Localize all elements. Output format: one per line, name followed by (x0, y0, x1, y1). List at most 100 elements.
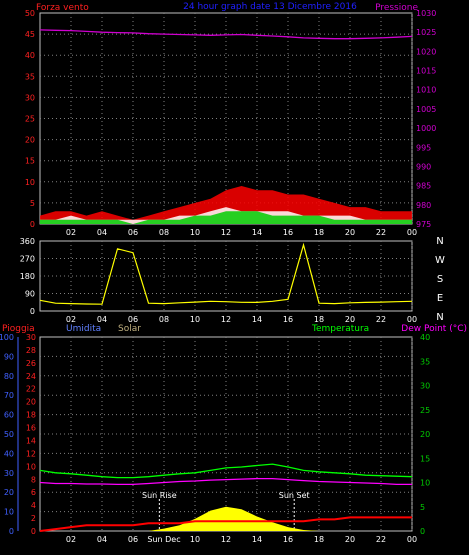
humidity-ytick: 18 (26, 411, 36, 420)
direction-ytick: 360 (20, 237, 35, 246)
rain-ytick: 10 (4, 508, 14, 517)
direction-panel-xtick: 14 (252, 315, 262, 324)
temperature-ytick: 5 (420, 503, 425, 512)
compass-label: S (437, 274, 443, 285)
direction-panel-xtick: 16 (283, 315, 293, 324)
rain-ytick: 40 (4, 449, 14, 458)
climate-panel-xtick: 12 (221, 535, 231, 544)
humidity-ytick: 10 (26, 462, 36, 471)
wind-ytick: 50 (25, 9, 35, 18)
wind-panel-xtick: 04 (97, 228, 107, 237)
pressure-ytick: 985 (416, 182, 431, 191)
humidity-ytick: 14 (26, 436, 36, 445)
direction-panel-xtick: 02 (66, 315, 76, 324)
wind-ytick: 30 (25, 93, 35, 102)
pressure-ytick: 1005 (416, 105, 436, 114)
temperature-ytick: 35 (420, 357, 430, 366)
direction-panel-xtick: 04 (97, 315, 107, 324)
humidity-ytick: 4 (31, 501, 36, 510)
wind-header-center: 24 hour graph date 13 Dicembre 2016 (183, 2, 357, 12)
direction-panel-xtick: 20 (345, 315, 355, 324)
climate-panel-xtick: 14 (252, 535, 262, 544)
wind-panel-xtick: 16 (283, 228, 293, 237)
series-forza-vento (40, 186, 412, 224)
climate-panel-xtick: 16 (283, 535, 293, 544)
pressure-ytick: 1010 (416, 86, 436, 95)
climate-header-temperatura: Temperatura (311, 324, 369, 334)
rain-ytick: 50 (4, 430, 14, 439)
climate-header-dewpoint: Dew Point (°C) (401, 324, 467, 334)
series-temperatura (39, 463, 413, 479)
humidity-ytick: 26 (26, 359, 36, 368)
climate-panel-xtick: 04 (97, 535, 107, 544)
wind-panel-xtick: 02 (66, 228, 76, 237)
climate-panel-xtick: 20 (345, 535, 355, 544)
temperature-ytick: 10 (420, 479, 430, 488)
direction-panel-xtick: 08 (159, 315, 169, 324)
direction-ytick: 180 (20, 272, 35, 281)
wind-header-right: Pressione (375, 3, 418, 13)
series-direzione (39, 242, 413, 305)
humidity-ytick: 2 (31, 514, 36, 523)
rain-ytick: 20 (4, 488, 14, 497)
humidity-ytick: 22 (26, 385, 36, 394)
climate-header-pioggia: Pioggia (2, 324, 35, 334)
pressure-ytick: 1025 (416, 28, 436, 37)
wind-ytick: 15 (25, 157, 35, 166)
temperature-ytick: 20 (420, 430, 430, 439)
annotation-label: Sun Set (279, 491, 310, 500)
compass-label: N (436, 236, 443, 247)
wind-ytick: 5 (30, 199, 35, 208)
humidity-ytick: 6 (31, 488, 36, 497)
rain-ytick: 90 (4, 352, 14, 361)
humidity-ytick: 0 (31, 527, 36, 536)
rain-ytick: 100 (0, 333, 14, 342)
pressure-ytick: 980 (416, 201, 431, 210)
pressure-ytick: 1015 (416, 67, 436, 76)
climate-panel-xtick: 06 (128, 535, 138, 544)
temperature-ytick: 15 (420, 454, 430, 463)
rain-ytick: 80 (4, 372, 14, 381)
temperature-ytick: 30 (420, 382, 430, 391)
temperature-ytick: 40 (420, 333, 430, 342)
direction-panel-xtick: 12 (221, 315, 231, 324)
rain-ytick: 0 (9, 527, 14, 536)
wind-ytick: 35 (25, 72, 35, 81)
compass-label: E (437, 293, 443, 304)
wind-ytick: 10 (25, 178, 35, 187)
wind-panel-xtick: 08 (159, 228, 169, 237)
rain-ytick: 60 (4, 411, 14, 420)
climate-panel-xtick: 00 (407, 535, 417, 544)
wind-ytick: 45 (25, 30, 35, 39)
wind-panel-xtick: 06 (128, 228, 138, 237)
humidity-ytick: 16 (26, 424, 36, 433)
climate-panel-xtick: Sun Dec (147, 535, 180, 544)
series-media (40, 211, 412, 224)
wind-panel-xtick: 12 (221, 228, 231, 237)
pressure-ytick: 1000 (416, 124, 436, 133)
temperature-ytick: 0 (420, 527, 425, 536)
direction-panel-xtick: 06 (128, 315, 138, 324)
rain-ytick: 30 (4, 469, 14, 478)
wind-ytick: 0 (30, 220, 35, 229)
humidity-ytick: 24 (26, 372, 36, 381)
pressure-ytick: 1020 (416, 47, 436, 56)
series-solar (40, 506, 412, 531)
direction-ytick: 90 (25, 290, 35, 299)
direction-ytick: 0 (30, 307, 35, 316)
wind-panel-xtick: 20 (345, 228, 355, 237)
wind-header-left: Forza vento (36, 3, 89, 13)
wind-panel-xtick: 22 (376, 228, 386, 237)
pressure-ytick: 995 (416, 143, 431, 152)
climate-header-umidita: Umidita (66, 324, 101, 334)
compass-label: W (435, 255, 445, 266)
humidity-ytick: 20 (26, 398, 36, 407)
direction-panel-xtick: 22 (376, 315, 386, 324)
direction-panel-xtick: 18 (314, 315, 324, 324)
temperature-ytick: 25 (420, 406, 430, 415)
climate-panel-xtick: 10 (190, 535, 200, 544)
rain-ytick: 70 (4, 391, 14, 400)
climate-panel-xtick: 22 (376, 535, 386, 544)
